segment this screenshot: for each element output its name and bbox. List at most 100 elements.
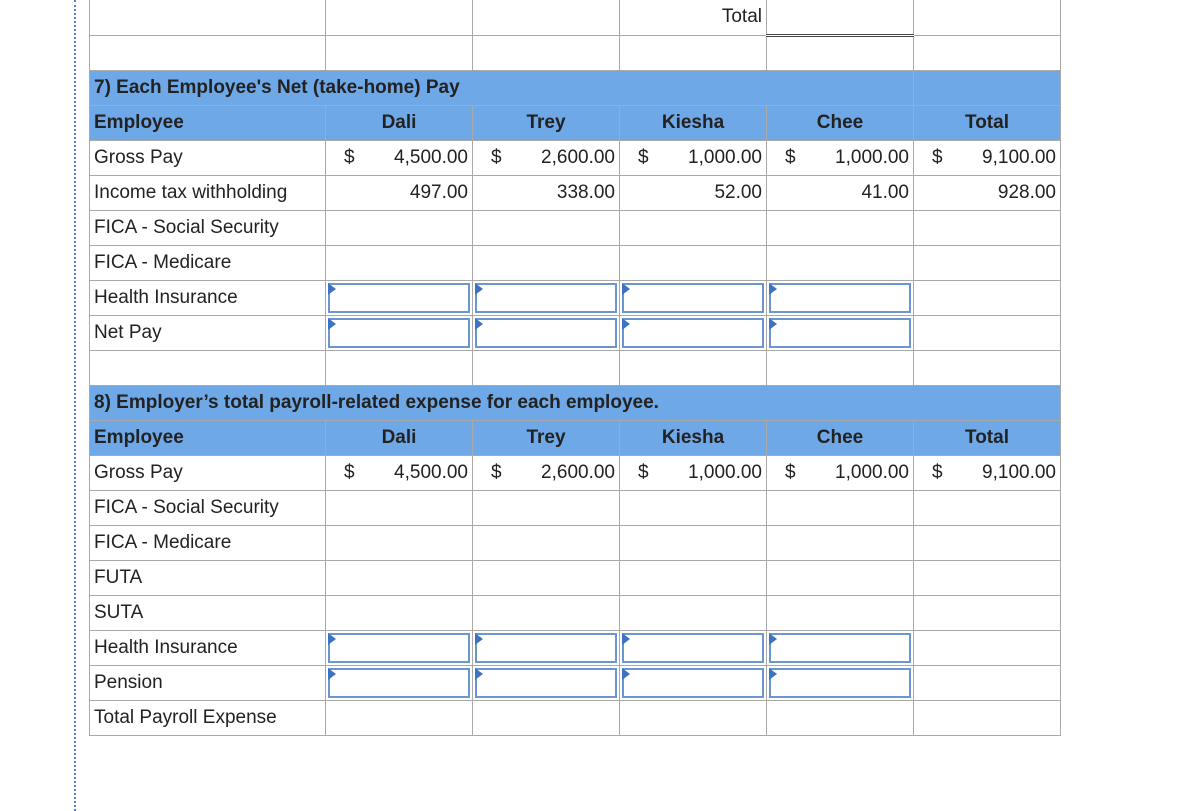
row-label: FICA - Medicare bbox=[89, 525, 326, 561]
triangle-right-icon bbox=[328, 668, 336, 680]
col-header-dali: Dali bbox=[325, 105, 473, 141]
table-row: FICA - Medicare bbox=[89, 245, 1061, 281]
table-row: Health Insurance bbox=[89, 280, 1061, 316]
input-field[interactable] bbox=[766, 280, 914, 316]
col-header-employee: Employee bbox=[89, 105, 326, 141]
answer-cell[interactable] bbox=[766, 245, 914, 281]
triangle-right-icon bbox=[769, 633, 777, 645]
row-label: FUTA bbox=[89, 560, 326, 596]
answer-cell[interactable] bbox=[472, 560, 620, 596]
amount-cell: $2,600.00 bbox=[472, 455, 620, 491]
input-field[interactable] bbox=[766, 665, 914, 701]
amount-cell: 928.00 bbox=[913, 175, 1061, 211]
answer-cell[interactable] bbox=[913, 280, 1061, 316]
row-label: Gross Pay bbox=[89, 140, 326, 176]
answer-cell[interactable] bbox=[913, 245, 1061, 281]
table-row: SUTA bbox=[89, 595, 1061, 631]
answer-cell[interactable] bbox=[766, 525, 914, 561]
answer-cell[interactable] bbox=[472, 525, 620, 561]
answer-cell[interactable] bbox=[325, 210, 473, 246]
answer-cell[interactable] bbox=[619, 525, 767, 561]
row-label: Health Insurance bbox=[89, 280, 326, 316]
col-header-total: Total bbox=[913, 105, 1061, 141]
answer-cell[interactable] bbox=[619, 490, 767, 526]
triangle-right-icon bbox=[622, 668, 630, 680]
amount-cell: 52.00 bbox=[619, 175, 767, 211]
input-field[interactable] bbox=[619, 630, 767, 666]
answer-cell[interactable] bbox=[913, 665, 1061, 701]
answer-cell[interactable] bbox=[325, 560, 473, 596]
answer-cell[interactable] bbox=[325, 490, 473, 526]
input-field[interactable] bbox=[325, 315, 473, 351]
answer-cell[interactable] bbox=[325, 595, 473, 631]
answer-cell[interactable] bbox=[766, 210, 914, 246]
input-field[interactable] bbox=[325, 280, 473, 316]
triangle-right-icon bbox=[622, 318, 630, 330]
answer-cell[interactable] bbox=[766, 700, 914, 736]
answer-cell[interactable] bbox=[913, 630, 1061, 666]
answer-cell[interactable] bbox=[913, 525, 1061, 561]
answer-cell[interactable] bbox=[913, 490, 1061, 526]
section-7-title-row: 7) Each Employee's Net (take-home) Pay bbox=[89, 70, 1061, 106]
input-field[interactable] bbox=[619, 665, 767, 701]
input-field[interactable] bbox=[325, 630, 473, 666]
answer-cell[interactable] bbox=[619, 245, 767, 281]
answer-cell[interactable] bbox=[472, 595, 620, 631]
answer-cell[interactable] bbox=[619, 210, 767, 246]
col-header-chee: Chee bbox=[766, 420, 914, 456]
input-field[interactable] bbox=[472, 280, 620, 316]
answer-cell[interactable] bbox=[913, 595, 1061, 631]
input-field[interactable] bbox=[766, 315, 914, 351]
answer-cell[interactable] bbox=[619, 560, 767, 596]
answer-cell[interactable] bbox=[472, 700, 620, 736]
prior-total-row: Total bbox=[89, 0, 1061, 37]
answer-cell[interactable] bbox=[472, 210, 620, 246]
input-field[interactable] bbox=[472, 315, 620, 351]
input-field[interactable] bbox=[619, 315, 767, 351]
row-label: Income tax withholding bbox=[89, 175, 326, 211]
answer-cell[interactable] bbox=[325, 245, 473, 281]
amount-cell: $9,100.00 bbox=[913, 140, 1061, 176]
input-field[interactable] bbox=[325, 665, 473, 701]
left-dotted-guide bbox=[74, 0, 76, 811]
table-row: Pension bbox=[89, 665, 1061, 701]
table-row: FICA - Medicare bbox=[89, 525, 1061, 561]
row-label: Pension bbox=[89, 665, 326, 701]
answer-cell[interactable] bbox=[619, 595, 767, 631]
answer-cell[interactable] bbox=[325, 525, 473, 561]
section-7-title: 7) Each Employee's Net (take-home) Pay bbox=[89, 70, 914, 106]
section-7-header-row: Employee Dali Trey Kiesha Chee Total bbox=[89, 105, 1061, 141]
input-field[interactable] bbox=[766, 630, 914, 666]
triangle-right-icon bbox=[475, 283, 483, 295]
input-field[interactable] bbox=[472, 630, 620, 666]
table-row: Gross Pay $4,500.00 $2,600.00 $1,000.00 … bbox=[89, 140, 1061, 176]
col-header-employee: Employee bbox=[89, 420, 326, 456]
amount-cell: $2,600.00 bbox=[472, 140, 620, 176]
prior-total-input[interactable] bbox=[766, 0, 914, 37]
amount-cell: 497.00 bbox=[325, 175, 473, 211]
answer-cell[interactable] bbox=[913, 315, 1061, 351]
amount-cell: $1,000.00 bbox=[766, 455, 914, 491]
input-field[interactable] bbox=[619, 280, 767, 316]
answer-cell[interactable] bbox=[472, 245, 620, 281]
row-label: Health Insurance bbox=[89, 630, 326, 666]
triangle-right-icon bbox=[622, 633, 630, 645]
input-field[interactable] bbox=[472, 665, 620, 701]
answer-cell[interactable] bbox=[766, 595, 914, 631]
triangle-right-icon bbox=[475, 633, 483, 645]
table-row: Income tax withholding 497.00 338.00 52.… bbox=[89, 175, 1061, 211]
amount-cell: $9,100.00 bbox=[913, 455, 1061, 491]
answer-cell[interactable] bbox=[766, 560, 914, 596]
table-row: Total Payroll Expense bbox=[89, 700, 1061, 736]
answer-cell[interactable] bbox=[325, 700, 473, 736]
answer-cell[interactable] bbox=[913, 560, 1061, 596]
table-row: Gross Pay $4,500.00 $2,600.00 $1,000.00 … bbox=[89, 455, 1061, 491]
amount-cell: $1,000.00 bbox=[619, 455, 767, 491]
triangle-right-icon bbox=[475, 318, 483, 330]
answer-cell[interactable] bbox=[766, 490, 914, 526]
answer-cell[interactable] bbox=[913, 700, 1061, 736]
answer-cell[interactable] bbox=[619, 700, 767, 736]
answer-cell[interactable] bbox=[472, 490, 620, 526]
amount-cell: $1,000.00 bbox=[766, 140, 914, 176]
answer-cell[interactable] bbox=[913, 210, 1061, 246]
